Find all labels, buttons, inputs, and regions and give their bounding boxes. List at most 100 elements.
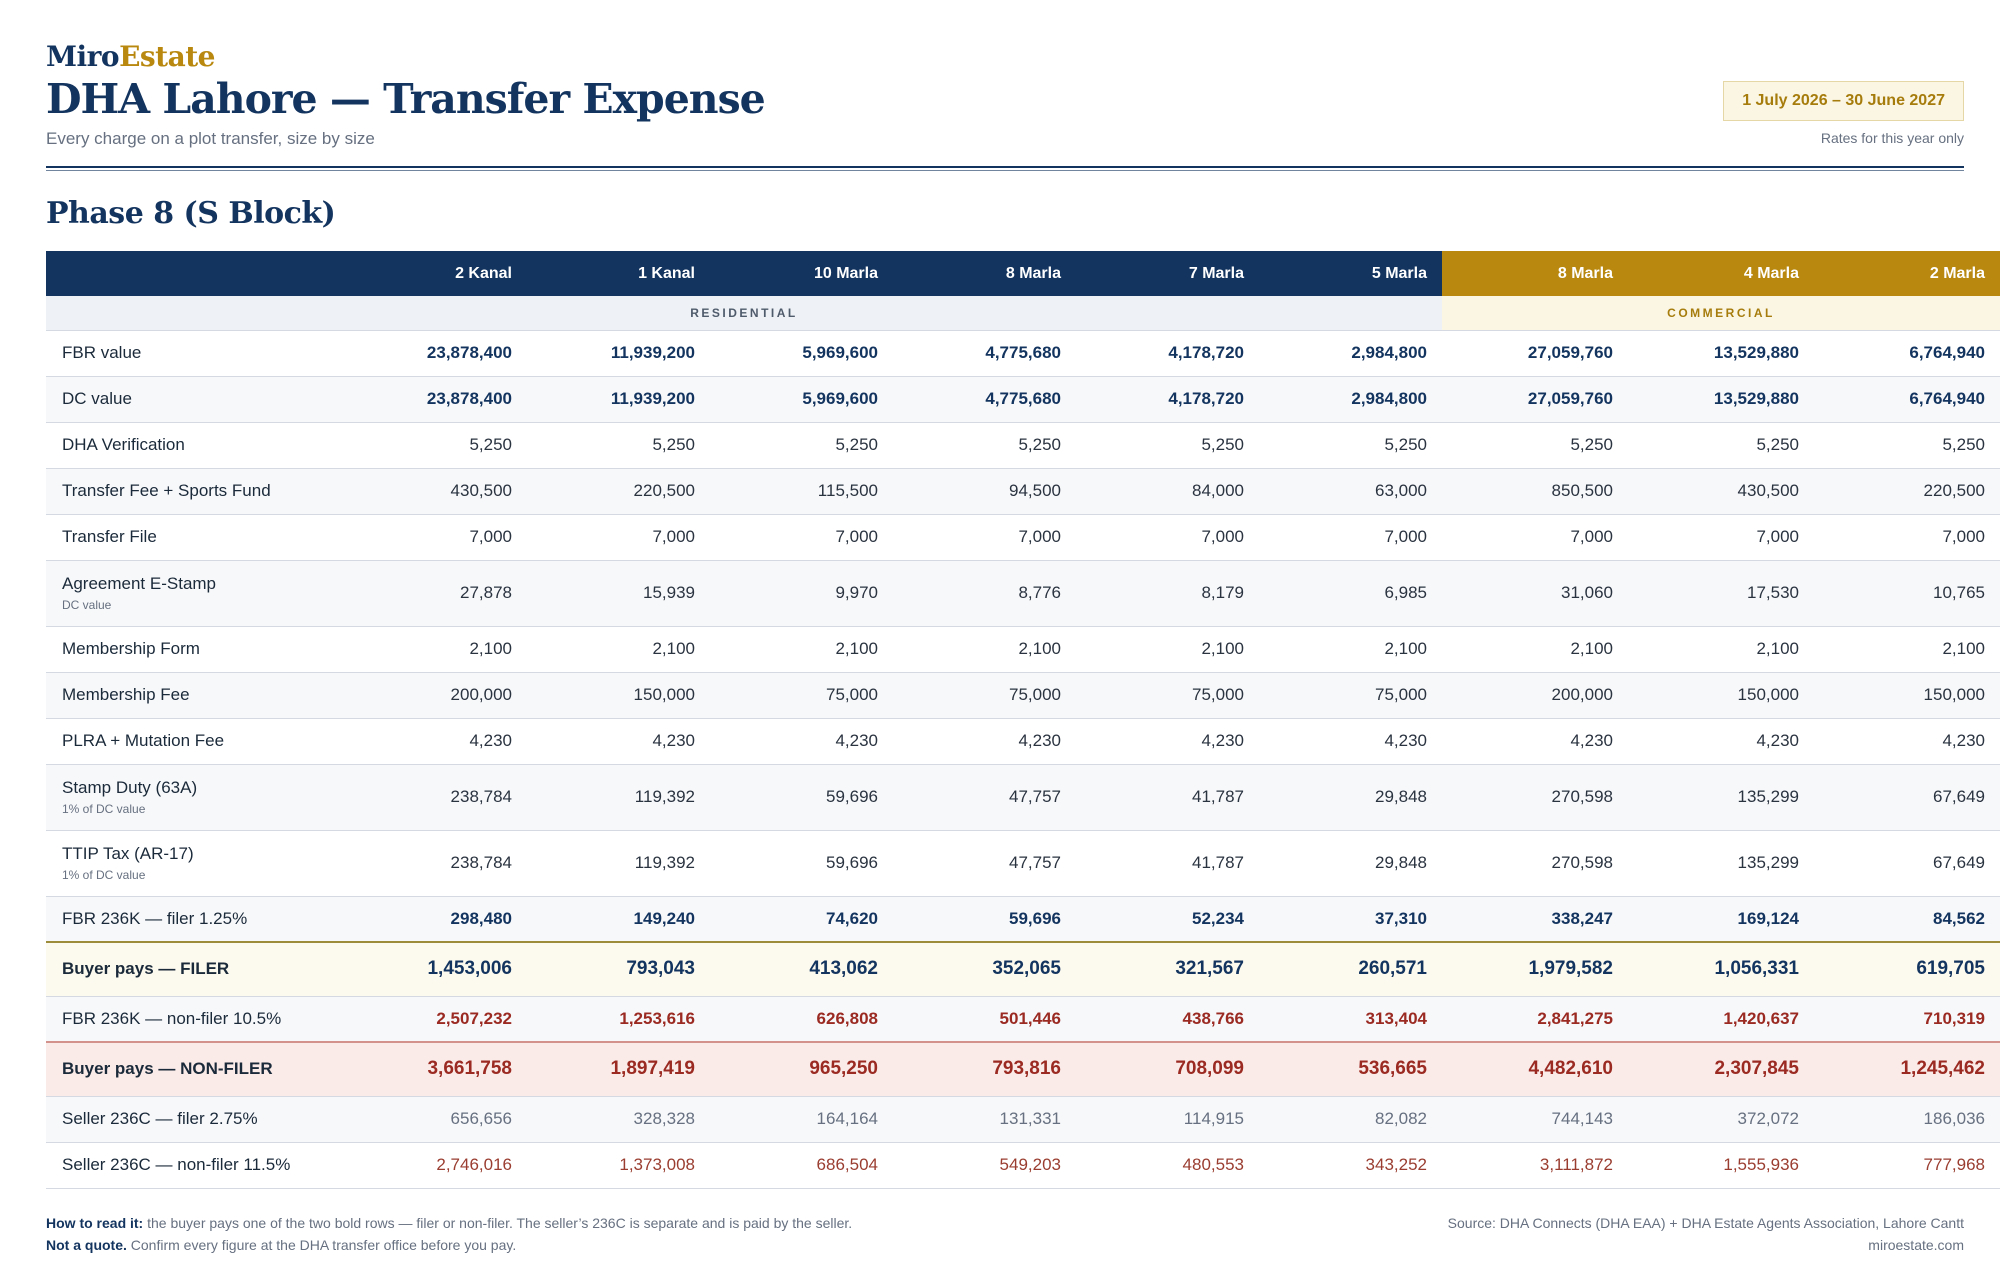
footer-source: Source: DHA Connects (DHA EAA) + DHA Est… [1448,1212,1964,1256]
value-cell: 4,230 [1628,718,1814,765]
date-range-badge: 1 July 2026 – 30 June 2027 [1723,81,1964,121]
row-label-cell: Seller 236C — filer 2.75% [46,1096,344,1143]
row-label-cell: Seller 236C — non-filer 11.5% [46,1142,344,1189]
table-row: PLRA + Mutation Fee 4,230 4,230 4,230 4,230 4… [46,718,2000,765]
value-cell: 2,100 [1628,626,1814,673]
value-cell: 67,649 [1814,764,2000,831]
value-cell: 29,848 [1259,764,1442,831]
value-cell: 777,968 [1814,1142,2000,1189]
value-cell: 7,000 [1259,514,1442,561]
value-cell: 31,060 [1442,560,1628,627]
row-label: Membership Fee [62,685,190,704]
value-cell: 1,897,419 [527,1042,710,1097]
value-cell: 4,178,720 [1076,376,1259,423]
value-cell: 965,250 [710,1042,893,1097]
row-label: FBR 236K — filer 1.25% [62,908,248,928]
value-cell: 7,000 [1814,514,2000,561]
value-cell: 119,392 [527,830,710,897]
value-cell: 372,072 [1628,1096,1814,1143]
disclaimer-label: Not a quote. [46,1237,127,1253]
value-cell: 3,661,758 [344,1042,527,1097]
row-label-cell: Membership Fee [46,672,344,719]
value-cell: 708,099 [1076,1042,1259,1097]
value-cell: 27,059,760 [1442,330,1628,377]
row-label-cell: Transfer Fee + Sports Fund [46,468,344,515]
commercial-group-label: COMMERCIAL [1442,296,2000,331]
value-cell: 150,000 [527,672,710,719]
table-row: Buyer pays — NON-FILER 3,661,758 1,897,419… [46,1042,2000,1097]
value-cell: 4,230 [710,718,893,765]
value-cell: 5,250 [1628,422,1814,469]
value-cell: 5,250 [893,422,1076,469]
value-cell: 41,787 [1076,764,1259,831]
row-label-cell: Agreement E-Stamp DC value [46,560,344,627]
value-cell: 8,776 [893,560,1076,627]
page-title: DHA Lahore — Transfer Expense [46,75,766,123]
value-cell: 238,784 [344,764,527,831]
value-cell: 149,240 [527,896,710,943]
value-cell: 2,746,016 [344,1142,527,1189]
table-row: Buyer pays — FILER 1,453,006 793,043 413,06… [46,942,2000,997]
value-cell: 4,230 [1442,718,1628,765]
value-cell: 29,848 [1259,830,1442,897]
value-cell: 114,915 [1076,1096,1259,1143]
value-cell: 8,179 [1076,560,1259,627]
column-header: 8 Marla [893,251,1076,296]
value-cell: 549,203 [893,1142,1076,1189]
value-cell: 4,482,610 [1442,1042,1628,1097]
value-cell: 150,000 [1628,672,1814,719]
value-cell: 7,000 [710,514,893,561]
row-label: Agreement E-Stamp [62,574,217,593]
row-label: TTIP Tax (AR-17) [62,844,194,863]
value-cell: 2,307,845 [1628,1042,1814,1097]
value-cell: 5,969,600 [710,330,893,377]
value-cell: 186,036 [1814,1096,2000,1143]
value-cell: 2,100 [1259,626,1442,673]
value-cell: 4,230 [893,718,1076,765]
value-cell: 59,696 [893,896,1076,943]
value-cell: 5,250 [1259,422,1442,469]
row-label: Buyer pays — NON-FILER [62,1059,273,1079]
page-subtitle: Every charge on a plot transfer, size by… [46,129,375,148]
value-cell: 200,000 [344,672,527,719]
row-label-cell: Buyer pays — FILER [46,942,344,997]
column-header: 2 Marla [1814,251,2000,296]
value-cell: 2,100 [527,626,710,673]
value-cell: 82,082 [1259,1096,1442,1143]
table-row: Seller 236C — filer 2.75% 656,656 328,328 1… [46,1096,2000,1143]
value-cell: 619,705 [1814,942,2000,997]
value-cell: 656,656 [344,1096,527,1143]
value-cell: 260,571 [1259,942,1442,997]
value-cell: 793,043 [527,942,710,997]
value-cell: 27,878 [344,560,527,627]
value-cell: 430,500 [1628,468,1814,515]
table-row: Transfer Fee + Sports Fund 430,500 220,500… [46,468,2000,515]
value-cell: 13,529,880 [1628,376,1814,423]
value-cell: 11,939,200 [527,376,710,423]
row-label: Transfer File [62,527,157,546]
value-cell: 2,984,800 [1259,330,1442,377]
row-note: DC value [62,598,112,612]
value-cell: 744,143 [1442,1096,1628,1143]
value-cell: 119,392 [527,764,710,831]
value-cell: 5,250 [1814,422,2000,469]
column-header: 2 Kanal [344,251,527,296]
table-row: Membership Form 2,100 2,100 2,100 2,100 2,100… [46,626,2000,673]
page-header: MiroEstate DHA Lahore — Transfer Expense… [46,40,1964,170]
row-label-cell: DHA Verification [46,422,344,469]
value-cell: 7,000 [344,514,527,561]
value-cell: 5,250 [710,422,893,469]
value-cell: 7,000 [893,514,1076,561]
table-row: FBR value 23,878,400 11,939,200 5,969,600 4,… [46,330,2000,377]
brand-name-part2: Estate [119,40,215,73]
site-link[interactable]: miroestate.com [1868,1237,1964,1253]
value-cell: 5,250 [344,422,527,469]
value-cell: 2,841,275 [1442,996,1628,1043]
row-note: 1% of DC value [62,868,146,882]
value-cell: 1,979,582 [1442,942,1628,997]
value-cell: 2,100 [1814,626,2000,673]
value-cell: 1,245,462 [1814,1042,2000,1097]
disclaimer-note: Not a quote. Confirm every figure at the… [46,1234,852,1256]
value-cell: 2,100 [710,626,893,673]
value-cell: 4,230 [1814,718,2000,765]
